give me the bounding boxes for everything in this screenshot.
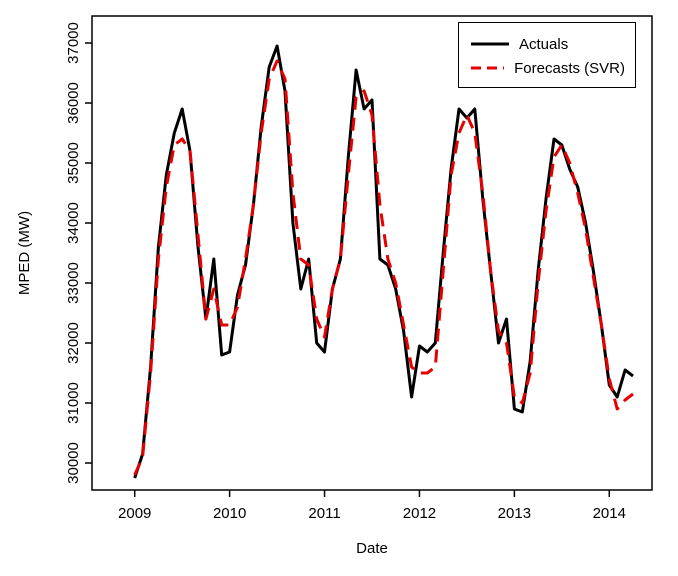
y-tick-label: 34000 — [65, 202, 82, 244]
forecast-line — [133, 59, 634, 476]
y-tick-label: 35000 — [65, 142, 82, 184]
legend-item: Actuals — [471, 32, 625, 56]
actuals-line — [133, 44, 634, 479]
solid-line-swatch — [471, 42, 509, 46]
x-tick-label: 2009 — [118, 505, 151, 522]
legend: Actuals Forecasts (SVR) — [458, 22, 636, 88]
y-tick-label: 31000 — [65, 382, 82, 424]
dashed-line-swatch — [471, 66, 505, 70]
legend-item: Forecasts (SVR) — [471, 56, 625, 80]
legend-label: Forecasts (SVR) — [514, 59, 625, 77]
x-tick-label: 2011 — [308, 505, 340, 522]
y-tick-label: 36000 — [65, 82, 82, 124]
y-tick-label: 32000 — [65, 322, 82, 364]
plot-frame — [91, 15, 653, 491]
x-tick-label: 2013 — [498, 505, 531, 522]
x-tick-label: 2014 — [593, 505, 626, 522]
y-tick-label: 37000 — [65, 22, 82, 64]
y-axis-title: MPED (MW) — [16, 210, 33, 296]
legend-label: Actuals — [519, 35, 569, 53]
y-tick-label: 30000 — [65, 442, 82, 484]
x-tick-label: 2010 — [213, 505, 246, 522]
x-tick-label: 2012 — [403, 505, 436, 522]
x-axis-title: Date — [356, 540, 388, 557]
y-tick-label: 33000 — [65, 262, 82, 304]
